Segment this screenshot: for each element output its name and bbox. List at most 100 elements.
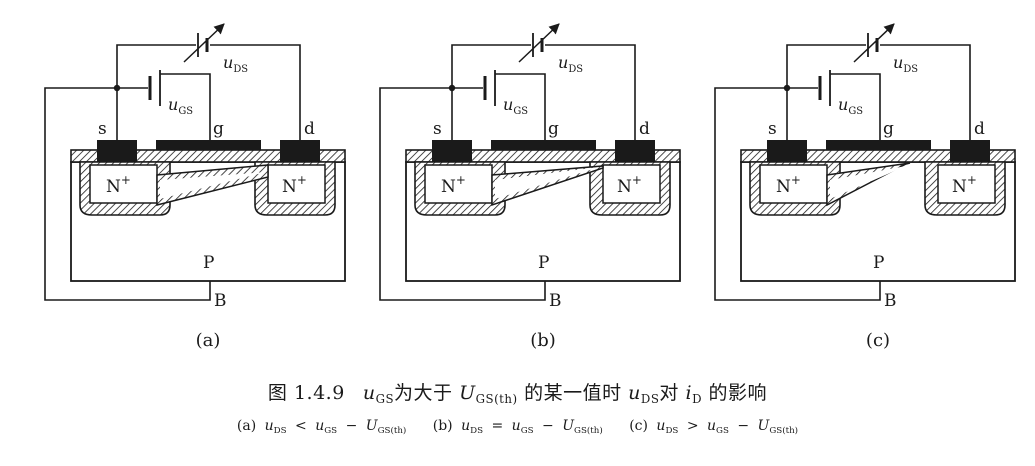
- drain-label: d: [639, 119, 650, 139]
- sub-b-u1: u: [461, 418, 471, 434]
- source-label: s: [98, 119, 107, 139]
- caption-d-sub: D: [692, 392, 702, 407]
- sub-a-ds: DS: [273, 426, 287, 437]
- drain-contact: [280, 140, 320, 165]
- sub-a-minus: −: [345, 418, 358, 434]
- sub-b-gs: GS: [520, 426, 534, 437]
- subcaption-b-tag: (b): [432, 418, 453, 434]
- drain-n-label: N+: [617, 173, 642, 197]
- uds-label: uDS: [893, 53, 918, 75]
- source-n-label: N+: [441, 173, 466, 197]
- source-label: s: [433, 119, 442, 139]
- sub-a-u2: u: [315, 418, 325, 434]
- caption-text-4: 的影响: [708, 382, 768, 404]
- drain-n-region: [937, 164, 996, 204]
- sub-b-u2: u: [511, 418, 521, 434]
- sub-c-U: U: [757, 418, 770, 434]
- figure-subcaption: (a) uDS < uGS − UGS(th) (b) uDS = uGS − …: [0, 418, 1035, 436]
- sub-a-th: GS(th): [377, 426, 407, 437]
- inversion-channel: [491, 165, 604, 207]
- caption-u-var-2: u: [628, 382, 641, 404]
- sub-c-u2: u: [707, 418, 717, 434]
- figure-caption: 图 1.4.9 uGS为大于 UGS(th) 的某一值时 uDS对 iD 的影响: [0, 378, 1035, 406]
- sub-a-u1: u: [264, 418, 274, 434]
- source-contact: [97, 140, 137, 165]
- sub-b-minus: −: [542, 418, 554, 434]
- panel-tag: (b): [530, 330, 556, 351]
- drain-n-region: [602, 164, 661, 204]
- subcaption-b: (b) uDS = uGS − UGS(th): [432, 418, 603, 437]
- caption-u-var: u: [362, 382, 376, 404]
- sub-a-gs: GS: [324, 426, 338, 437]
- drain-label: d: [974, 119, 985, 139]
- source-label: s: [768, 119, 777, 139]
- sub-c-rel: >: [686, 418, 699, 434]
- gs-wire-right: [830, 73, 881, 140]
- gs-wire-right: [160, 73, 211, 140]
- ds-loop-wire: [116, 44, 301, 140]
- body-wire: [714, 87, 881, 301]
- sub-c-minus: −: [737, 418, 750, 434]
- channel-core: [160, 172, 266, 199]
- gate-label: g: [883, 119, 894, 139]
- gate-label: g: [213, 119, 224, 139]
- channel-core: [830, 166, 906, 199]
- source-contact: [767, 140, 807, 165]
- subcaption-c-tag: (c): [629, 418, 648, 434]
- sub-a-U: U: [365, 418, 378, 434]
- sub-b-ds: DS: [470, 426, 484, 437]
- panel-b: uDS uGS s g d N+ N+ PB (b): [379, 23, 681, 351]
- uds-label: uDS: [558, 53, 583, 75]
- substrate-label: P: [203, 253, 214, 273]
- subcaption-a: (a) uDS < uGS − UGS(th): [237, 418, 407, 437]
- uds-label: uDS: [223, 53, 248, 75]
- caption-gs-sub: GS: [375, 392, 395, 407]
- drain-contact: [615, 140, 655, 165]
- panel-tag: (a): [196, 330, 221, 351]
- substrate-label: P: [538, 253, 549, 273]
- sub-b-th: GS(th): [574, 426, 603, 437]
- source-n-region: [759, 164, 828, 204]
- inversion-channel: [826, 162, 911, 207]
- source-n-label: N+: [106, 173, 131, 197]
- ugs-label: uGS: [503, 95, 528, 117]
- gate-metal: [156, 140, 261, 150]
- caption-text-2: 的某一值时: [524, 382, 622, 404]
- drain-n-label: N+: [282, 173, 307, 197]
- sub-a-rel: <: [295, 418, 307, 434]
- source-n-label: N+: [776, 173, 801, 197]
- panel-c: uDS uGS s g d N+ N+ PB (c): [714, 23, 1016, 351]
- caption-text-1: 为大于: [394, 382, 453, 404]
- subcaption-c: (c) uDS > uGS − UGS(th): [629, 418, 799, 437]
- gate-label: g: [548, 119, 559, 139]
- body-wire: [379, 87, 546, 301]
- source-contact: [432, 140, 472, 165]
- caption-i-var: i: [685, 382, 693, 404]
- caption-text-3: 对: [659, 382, 679, 404]
- drain-n-region: [267, 164, 326, 204]
- ugs-label: uGS: [838, 95, 863, 117]
- gate-metal: [826, 140, 931, 150]
- channel-core: [495, 167, 600, 199]
- body-label: B: [214, 291, 227, 311]
- sub-b-rel: =: [491, 418, 504, 434]
- body-wire: [44, 87, 211, 301]
- caption-ds-sub: DS: [640, 392, 660, 407]
- sub-c-th: GS(th): [769, 426, 799, 437]
- gs-wire-right: [495, 73, 546, 140]
- adjustable-arrow-icon: [853, 23, 895, 63]
- gate-metal: [491, 140, 596, 150]
- source-n-region: [424, 164, 493, 204]
- body-label: B: [884, 291, 897, 311]
- substrate-label: P: [873, 253, 884, 273]
- source-n-region: [89, 164, 158, 204]
- drain-contact: [950, 140, 990, 165]
- figure-number: 图 1.4.9: [267, 382, 345, 404]
- caption-U-var: U: [459, 382, 476, 404]
- sub-c-gs: GS: [716, 426, 729, 437]
- panel-a: uDS uGS s g d N+ N+ PB (a): [44, 23, 346, 351]
- panel-tag: (c): [866, 330, 890, 351]
- ugs-label: uGS: [168, 95, 193, 117]
